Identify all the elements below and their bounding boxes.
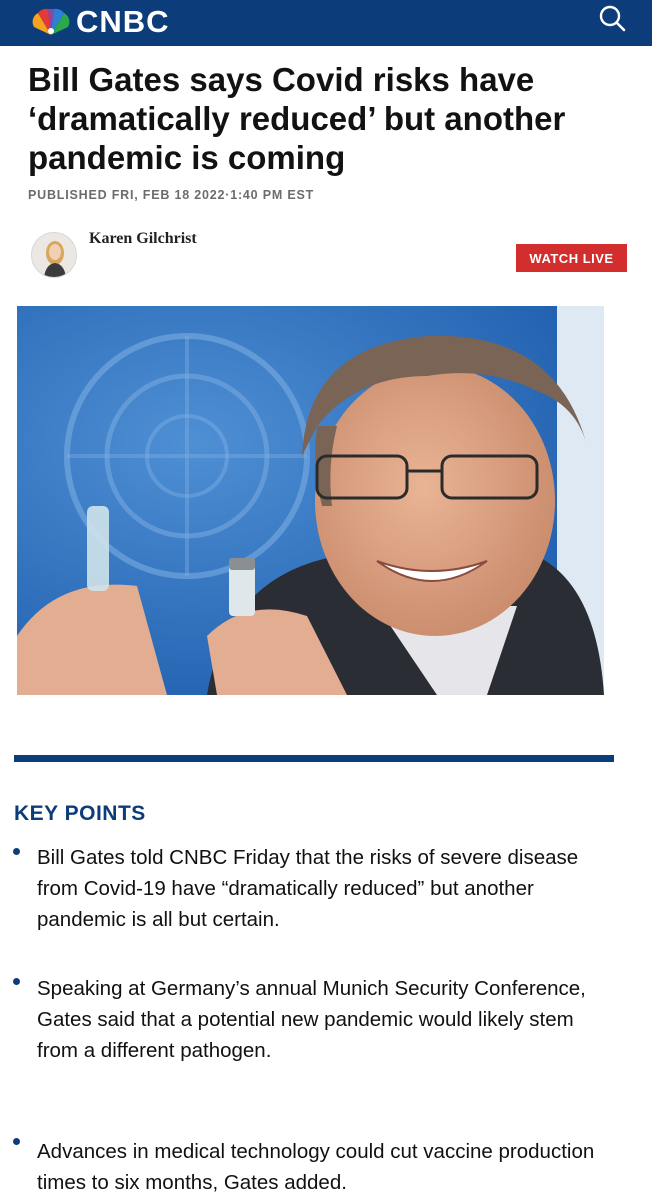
hero-image bbox=[17, 306, 604, 695]
bullet-icon bbox=[13, 978, 20, 985]
key-point-text: Bill Gates told CNBC Friday that the ris… bbox=[37, 846, 579, 931]
search-icon[interactable] bbox=[596, 3, 630, 37]
author-name[interactable]: Karen Gilchrist bbox=[89, 230, 197, 247]
author-avatar[interactable] bbox=[31, 232, 77, 278]
key-points-heading: KEY POINTS bbox=[14, 802, 146, 825]
watch-live-button[interactable]: WATCH LIVE bbox=[516, 244, 627, 272]
top-bar: CNBC bbox=[0, 0, 652, 46]
section-divider bbox=[14, 755, 614, 762]
author-portrait-icon bbox=[32, 233, 76, 277]
bullet-icon bbox=[13, 1138, 20, 1145]
bullet-icon bbox=[13, 848, 20, 855]
published-date: PUBLISHED FRI, FEB 18 2022·1:40 PM EST bbox=[28, 188, 315, 202]
article-headline: Bill Gates says Covid risks have ‘dramat… bbox=[28, 61, 566, 176]
key-point-text: Advances in medical technology could cut… bbox=[37, 1140, 595, 1194]
cnbc-logo[interactable]: CNBC bbox=[28, 5, 170, 39]
logo-text: CNBC bbox=[76, 4, 170, 39]
key-point-text: Speaking at Germany’s annual Munich Secu… bbox=[37, 977, 586, 1062]
peacock-logo-icon bbox=[32, 8, 70, 36]
hero-photo bbox=[17, 306, 604, 695]
